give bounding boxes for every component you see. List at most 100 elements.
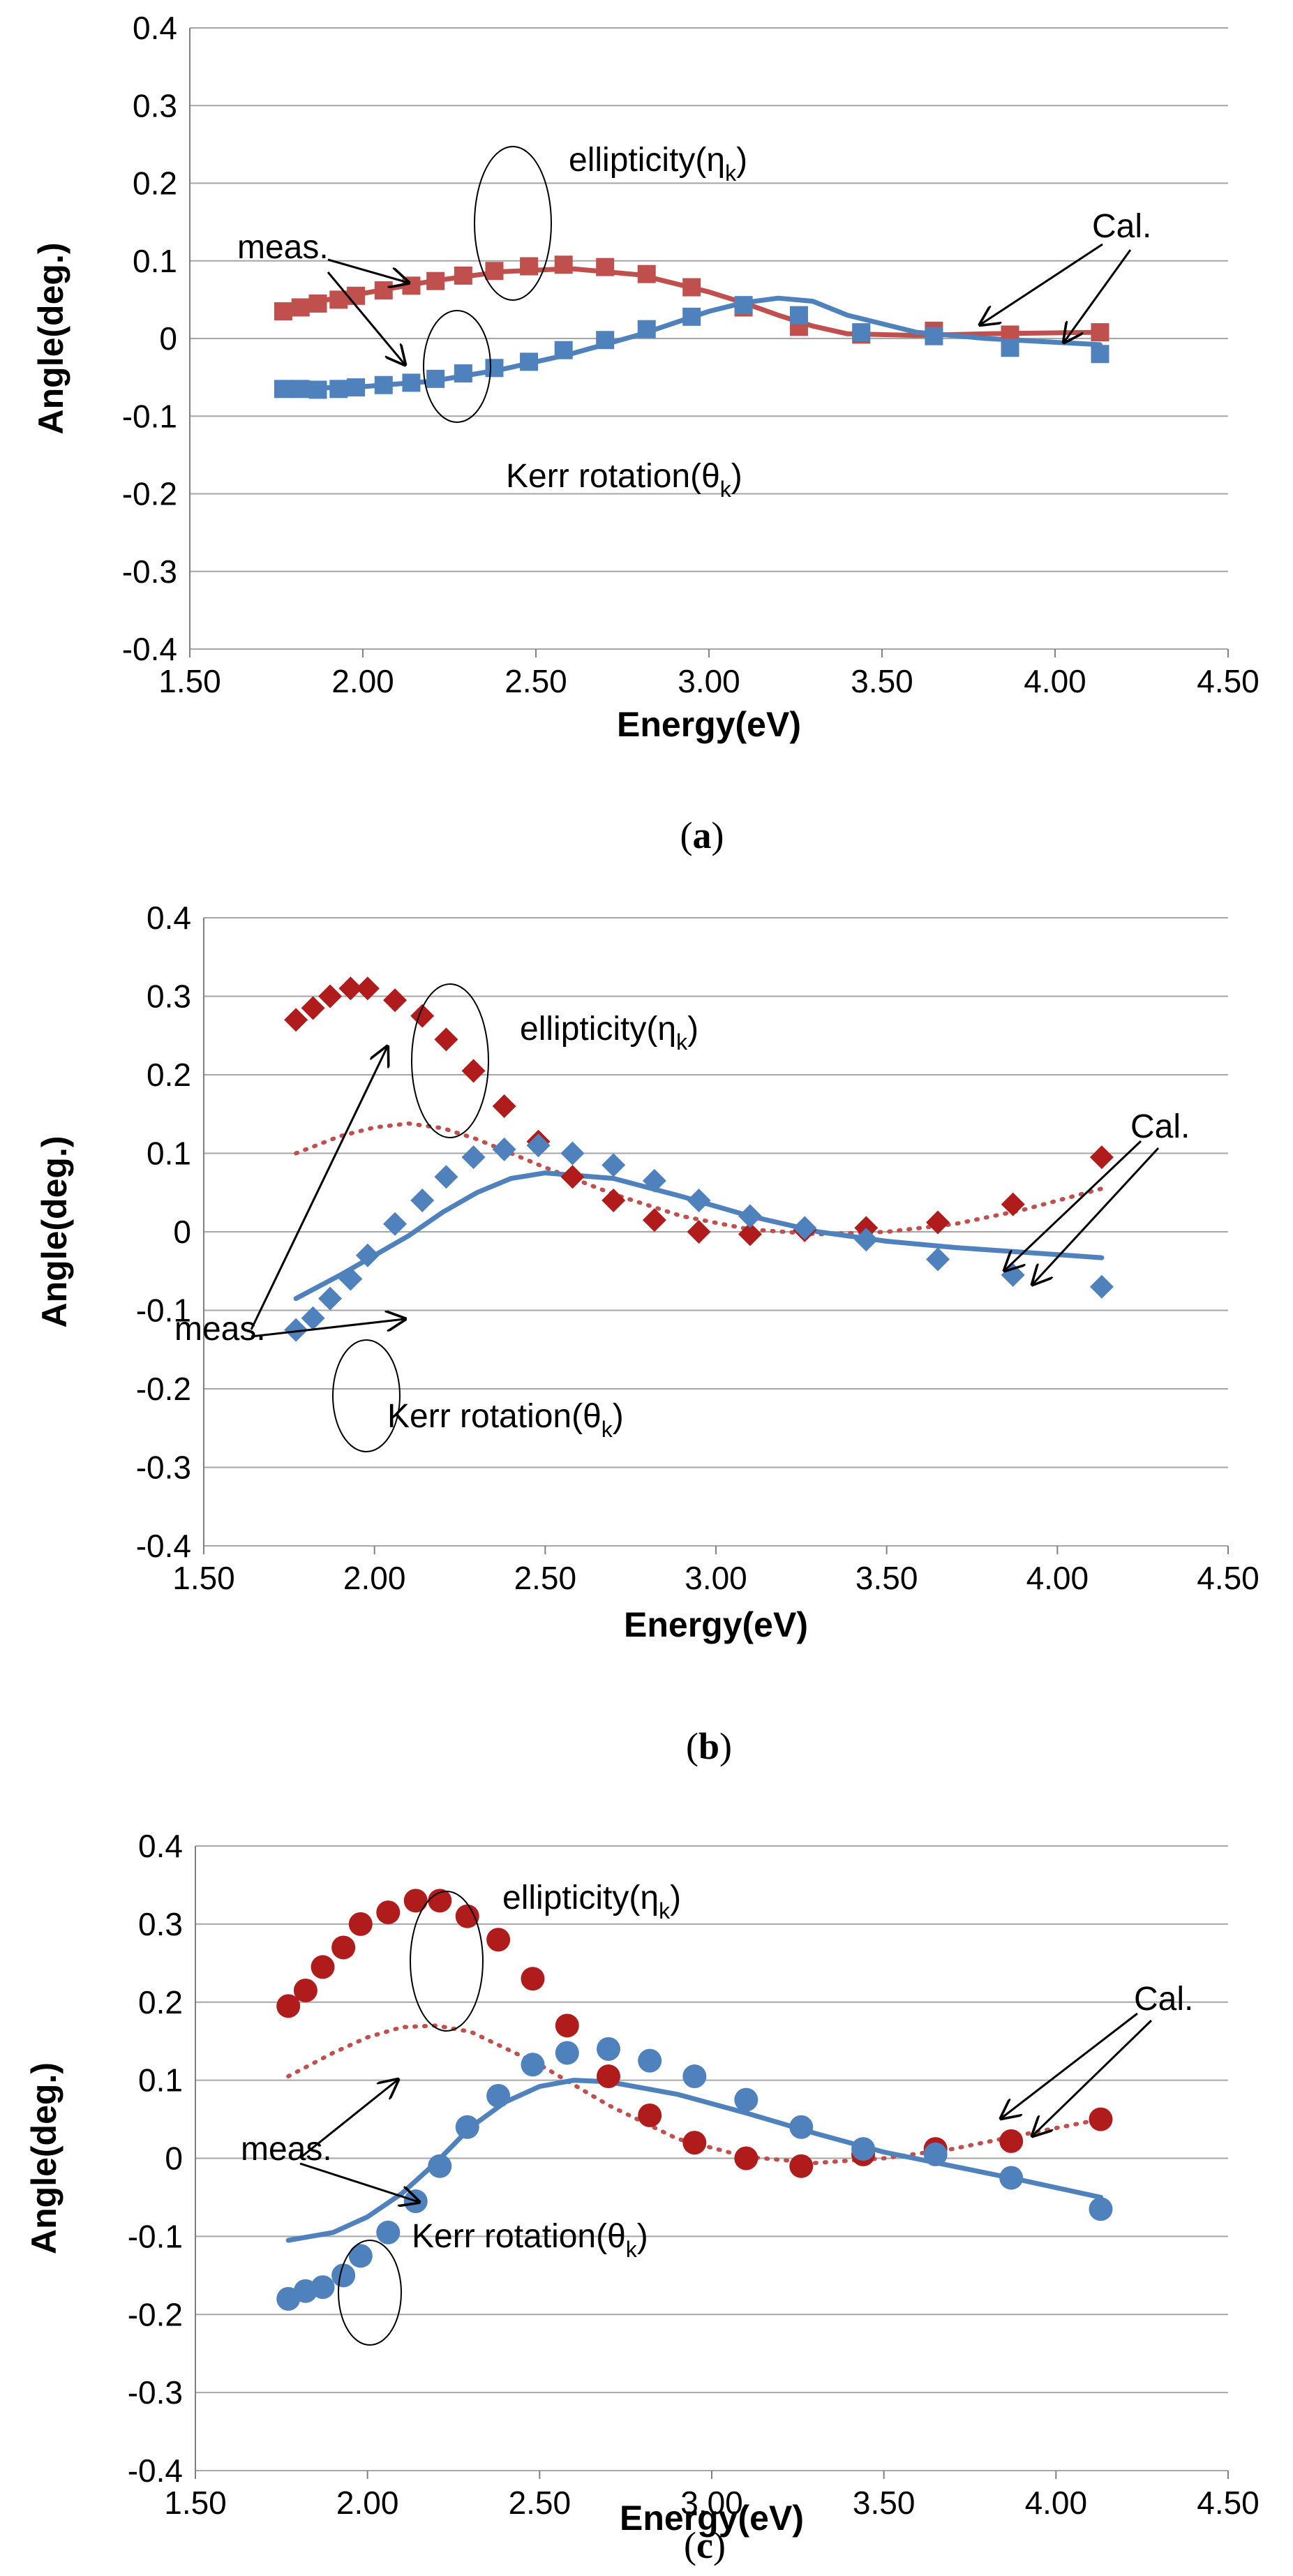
data-point-ellipticity-meas- — [293, 1978, 317, 2002]
data-point-ellipticity-meas- — [734, 2146, 758, 2171]
data-point-ellipticity-meas- — [601, 1189, 626, 1212]
data-point-ellipticity-meas- — [682, 2131, 707, 2155]
x-tick-label: 2.50 — [505, 663, 567, 699]
ellipticity-label-subscript: k — [659, 1898, 671, 1923]
data-point-kerr-rotation-meas- — [1089, 2197, 1113, 2221]
data-point-kerr-rotation-meas- — [485, 359, 504, 378]
data-point-kerr-rotation-meas- — [428, 2154, 452, 2178]
x-tick-label: 4.50 — [1197, 2485, 1260, 2521]
data-point-kerr-rotation-meas- — [999, 2166, 1024, 2190]
data-point-ellipticity-meas- — [555, 2013, 579, 2038]
data-point-ellipticity-meas- — [428, 1889, 452, 1913]
data-point-ellipticity-meas- — [1001, 1192, 1025, 1216]
caption-letter: b — [698, 1725, 719, 1767]
data-point-kerr-rotation-meas- — [793, 1216, 817, 1240]
data-point-kerr-rotation-meas- — [789, 306, 808, 325]
ellipticity-label: ellipticity(ηk) — [520, 1011, 698, 1055]
x-tick-label: 3.00 — [680, 2485, 743, 2521]
annotation-arrow — [251, 1319, 405, 1338]
data-point-kerr-rotation-meas- — [492, 1137, 516, 1161]
caption-close: ) — [719, 1725, 732, 1767]
data-point-kerr-rotation-meas- — [926, 1247, 950, 1272]
data-point-kerr-rotation-meas- — [734, 2087, 758, 2112]
x-tick-label: 1.50 — [172, 1560, 235, 1596]
cal-label: Cal. — [1130, 1108, 1190, 1145]
data-point-ellipticity-meas- — [596, 258, 615, 276]
meas-label: meas. — [237, 229, 329, 266]
data-point-ellipticity-meas- — [434, 1027, 458, 1052]
y-tick-label: -0.3 — [136, 1450, 191, 1486]
annotation-arrow — [980, 243, 1103, 325]
data-point-kerr-rotation-meas- — [426, 369, 445, 388]
annotation-arrow — [250, 1047, 387, 1330]
annotation-oval — [332, 1339, 401, 1452]
ellipticity-label: ellipticity(ηk) — [569, 142, 747, 186]
data-point-kerr-rotation-meas- — [642, 1168, 666, 1193]
data-point-kerr-rotation-meas- — [348, 2244, 373, 2268]
kerr-rotation-label: Kerr rotation(θk) — [506, 458, 742, 502]
x-tick-label: 3.50 — [855, 1560, 918, 1596]
data-point-kerr-rotation-meas- — [526, 1133, 551, 1158]
ellipticity-label-main: ellipticity(η — [502, 1879, 659, 1916]
caption-open: ( — [684, 2524, 696, 2566]
chart-panel-b: -0.4 -0.3 -0.2 -0.1 0 0.1 0.2 0.3 0.4 1.50 2.00 2.5… — [35, 900, 1260, 1767]
y-tick-label: -0.2 — [128, 2296, 183, 2332]
y-tick-label: -0.1 — [122, 398, 177, 434]
annotation-arrow — [1005, 1140, 1142, 1270]
x-tick-label: 4.00 — [1024, 663, 1086, 699]
data-point-kerr-rotation-meas- — [925, 327, 943, 345]
cal-label: Cal. — [1092, 208, 1151, 245]
y-tick-label: -0.2 — [122, 476, 177, 512]
data-point-kerr-rotation-meas- — [638, 2048, 662, 2073]
ellipticity-label-main: ellipticity(η — [569, 142, 725, 179]
y-tick-label: 0.2 — [133, 165, 177, 202]
kerr-rotation-label-subscript: k — [601, 1417, 613, 1442]
data-point-ellipticity-meas- — [642, 1208, 666, 1233]
data-point-kerr-rotation-meas- — [637, 320, 656, 338]
data-point-ellipticity-meas- — [486, 1928, 511, 1952]
annotation-arrow — [1033, 1147, 1160, 1284]
ellipticity-label-paren: ) — [736, 142, 747, 179]
data-point-kerr-rotation-meas- — [520, 352, 539, 371]
y-tick-label: -0.1 — [136, 1293, 191, 1329]
y-tick-label: 0 — [159, 320, 177, 357]
data-point-kerr-rotation-meas- — [682, 307, 701, 326]
series-line-ellipticity-cal- — [294, 1121, 1104, 1237]
x-tick-label: 2.50 — [509, 2485, 571, 2521]
data-point-kerr-rotation-meas- — [597, 2037, 620, 2061]
data-point-kerr-rotation-meas- — [454, 364, 472, 383]
data-point-ellipticity-meas- — [308, 294, 327, 313]
data-point-ellipticity-meas- — [485, 262, 504, 281]
data-point-ellipticity-meas- — [374, 281, 393, 300]
y-tick-label: -0.4 — [128, 2452, 183, 2489]
data-point-kerr-rotation-meas- — [601, 1153, 626, 1177]
y-tick-label: -0.2 — [136, 1371, 191, 1407]
data-point-kerr-rotation-meas- — [374, 375, 393, 394]
y-tick-label: 0.4 — [147, 900, 191, 936]
data-point-kerr-rotation-meas- — [854, 1228, 879, 1252]
annotation-oval — [410, 1891, 484, 2032]
annotation-arrow — [1033, 2019, 1153, 2136]
data-point-ellipticity-meas- — [276, 1994, 301, 2018]
y-tick-label: 0 — [165, 2141, 183, 2177]
caption-close: ) — [712, 814, 724, 856]
data-point-ellipticity-meas- — [318, 984, 343, 1008]
data-point-ellipticity-meas- — [682, 278, 701, 297]
ellipticity-label-subscript: k — [725, 161, 737, 186]
y-tick-label: -0.3 — [128, 2374, 183, 2411]
y-tick-label: -0.4 — [122, 631, 177, 667]
data-point-ellipticity-meas- — [687, 1220, 711, 1244]
data-point-ellipticity-meas- — [348, 1912, 373, 1936]
y-tick-label: 0.1 — [147, 1136, 191, 1172]
caption-open: ( — [686, 1725, 698, 1767]
data-point-ellipticity-meas- — [926, 1210, 950, 1235]
caption-letter: c — [696, 2524, 713, 2566]
kerr-rotation-label-main: Kerr rotation(θ — [412, 2218, 626, 2255]
kerr-rotation-label-subscript: k — [626, 2237, 638, 2262]
data-point-kerr-rotation-meas- — [291, 380, 310, 399]
data-point-kerr-rotation-meas- — [521, 2053, 545, 2077]
x-tick-label: 3.00 — [685, 1560, 747, 1596]
y-tick-label: 0.1 — [133, 243, 177, 279]
data-point-ellipticity-meas- — [554, 255, 573, 274]
